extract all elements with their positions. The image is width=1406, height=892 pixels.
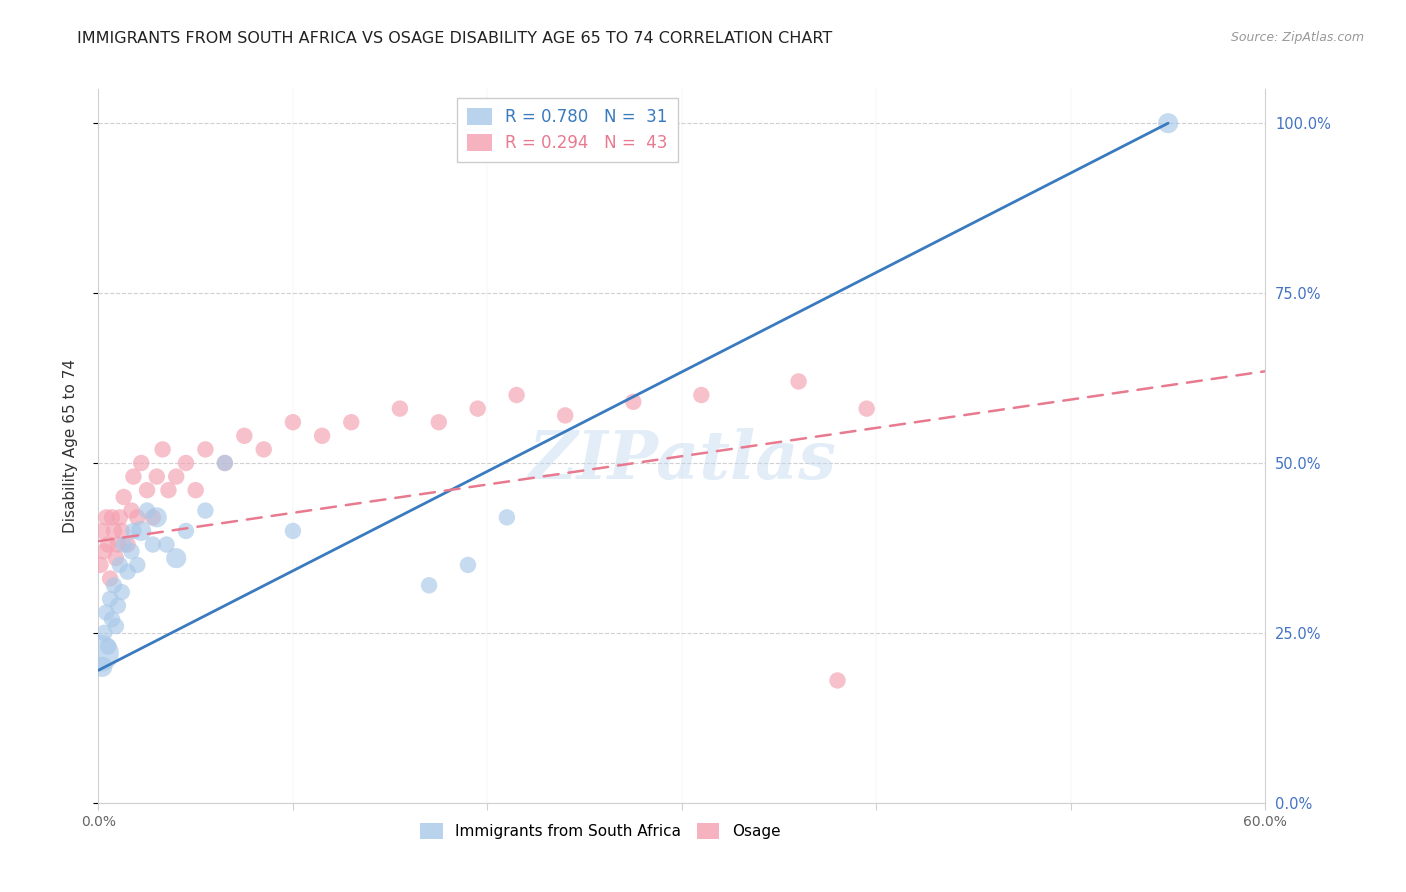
Legend: Immigrants from South Africa, Osage: Immigrants from South Africa, Osage <box>413 817 786 845</box>
Point <box>127 558 149 572</box>
Point <box>253 442 276 457</box>
Point <box>108 510 131 524</box>
Point <box>142 537 165 551</box>
Point <box>136 503 159 517</box>
Point <box>311 429 333 443</box>
Point <box>142 510 165 524</box>
Point <box>89 558 111 572</box>
Point <box>827 673 849 688</box>
Point <box>554 409 576 423</box>
Point <box>129 524 152 538</box>
Point <box>97 537 120 551</box>
Point <box>136 483 159 498</box>
Point <box>112 537 135 551</box>
Point <box>122 469 145 483</box>
Point <box>91 524 114 538</box>
Point <box>117 565 139 579</box>
Point <box>98 572 121 586</box>
Point <box>101 510 124 524</box>
Point <box>121 544 143 558</box>
Point <box>233 429 256 443</box>
Point <box>855 401 877 416</box>
Point <box>214 456 236 470</box>
Text: Source: ZipAtlas.com: Source: ZipAtlas.com <box>1230 31 1364 45</box>
Point <box>155 537 177 551</box>
Point <box>107 537 129 551</box>
Point <box>194 442 217 457</box>
Point <box>101 612 124 626</box>
Point <box>1157 116 1180 130</box>
Point <box>281 415 304 429</box>
Point <box>214 456 236 470</box>
Point <box>122 524 145 538</box>
Point <box>111 585 134 599</box>
Point <box>621 394 644 409</box>
Point <box>121 503 143 517</box>
Point <box>174 456 197 470</box>
Point <box>146 510 169 524</box>
Point <box>107 599 129 613</box>
Point <box>467 401 489 416</box>
Point <box>89 646 111 660</box>
Point <box>111 524 134 538</box>
Point <box>457 558 479 572</box>
Point <box>117 537 139 551</box>
Point <box>129 456 152 470</box>
Point <box>112 490 135 504</box>
Point <box>146 469 169 483</box>
Point <box>104 551 127 566</box>
Point <box>165 551 187 566</box>
Point <box>690 388 713 402</box>
Point <box>427 415 450 429</box>
Point <box>103 578 125 592</box>
Point <box>97 640 120 654</box>
Text: IMMIGRANTS FROM SOUTH AFRICA VS OSAGE DISABILITY AGE 65 TO 74 CORRELATION CHART: IMMIGRANTS FROM SOUTH AFRICA VS OSAGE DI… <box>77 31 832 46</box>
Point <box>165 469 187 483</box>
Point <box>505 388 527 402</box>
Point <box>91 660 114 674</box>
Point <box>127 510 149 524</box>
Y-axis label: Disability Age 65 to 74: Disability Age 65 to 74 <box>63 359 77 533</box>
Point <box>157 483 180 498</box>
Point <box>340 415 363 429</box>
Point <box>194 503 217 517</box>
Point <box>93 544 115 558</box>
Point <box>96 510 118 524</box>
Point <box>174 524 197 538</box>
Point <box>103 524 125 538</box>
Point <box>152 442 174 457</box>
Point <box>496 510 519 524</box>
Point <box>96 606 118 620</box>
Point <box>388 401 411 416</box>
Point <box>281 524 304 538</box>
Point <box>418 578 440 592</box>
Point <box>98 591 121 606</box>
Text: ZIPatlas: ZIPatlas <box>529 428 835 492</box>
Point <box>108 558 131 572</box>
Point <box>787 375 810 389</box>
Point <box>93 626 115 640</box>
Point <box>184 483 207 498</box>
Point <box>104 619 127 633</box>
